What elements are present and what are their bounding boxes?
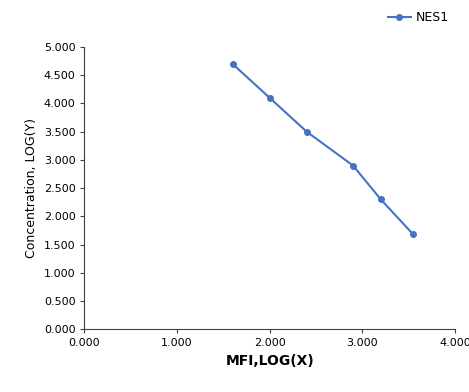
NES1	[304, 129, 310, 134]
NES1	[378, 197, 384, 202]
NES1	[350, 163, 356, 168]
NES1	[267, 96, 272, 100]
X-axis label: MFI,LOG(X): MFI,LOG(X)	[225, 354, 314, 368]
NES1	[410, 232, 416, 237]
Legend: NES1: NES1	[388, 11, 449, 24]
Line: NES1: NES1	[230, 61, 416, 237]
NES1	[230, 62, 235, 66]
Y-axis label: Concentration, LOG(Y): Concentration, LOG(Y)	[25, 118, 38, 258]
